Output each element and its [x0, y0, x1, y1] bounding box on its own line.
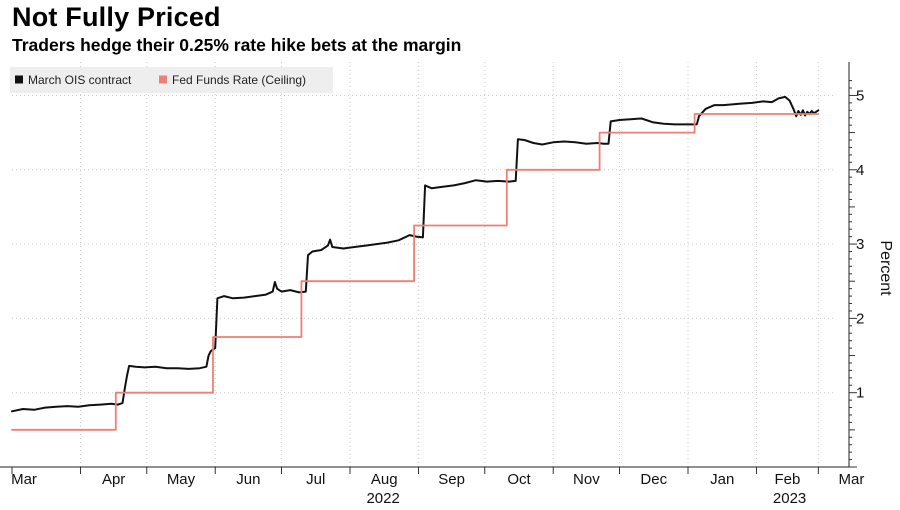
legend-label-ois: March OIS contract [28, 73, 132, 87]
x-year-label: 2022 [366, 490, 399, 507]
series-line-fed-funds [11, 113, 820, 431]
series-layer [11, 95, 820, 431]
legend-swatch-fed-funds [159, 75, 167, 84]
x-tick-label: May [167, 471, 196, 488]
legend-swatch-ois [15, 75, 23, 84]
legend-label-fed-funds: Fed Funds Rate (Ceiling) [172, 73, 306, 87]
y-tick-label: 3 [856, 236, 864, 253]
x-tick-label: Feb [774, 471, 800, 488]
legend: March OIS contract Fed Funds Rate (Ceili… [10, 67, 333, 93]
chart-subtitle: Traders hedge their 0.25% rate hike bets… [12, 35, 462, 55]
y-tick-label: 5 [856, 87, 864, 104]
legend-background [10, 67, 333, 93]
x-tick-label: Oct [507, 471, 531, 488]
x-tick-label: Dec [640, 471, 667, 488]
y-tick-label: 1 [856, 385, 864, 402]
x-tick-label: Jun [236, 471, 260, 488]
x-tick-label: Mar [11, 471, 37, 488]
x-tick-label: Nov [573, 471, 600, 488]
x-year-label: 2023 [773, 490, 806, 507]
chart-title: Not Fully Priced [12, 2, 221, 32]
x-tick-label: Mar [839, 471, 865, 488]
x-tick-label: Sep [438, 471, 465, 488]
y-axis-title: Percent [877, 240, 894, 296]
x-tick-label: Jul [306, 471, 325, 488]
x-tick-label: Jan [710, 471, 734, 488]
y-tick-label: 4 [856, 162, 864, 179]
y-tick-label: 2 [856, 310, 864, 327]
x-tick-label: Aug [371, 471, 398, 488]
series-line-ois [11, 95, 820, 413]
axis-layer: 1 2 3 4 5 Mar Apr May Jun Jul Aug Sep Oct Nov Dec Jan Fe… [0, 62, 864, 507]
grid-layer [12, 62, 836, 467]
x-tick-label: Apr [102, 471, 125, 488]
